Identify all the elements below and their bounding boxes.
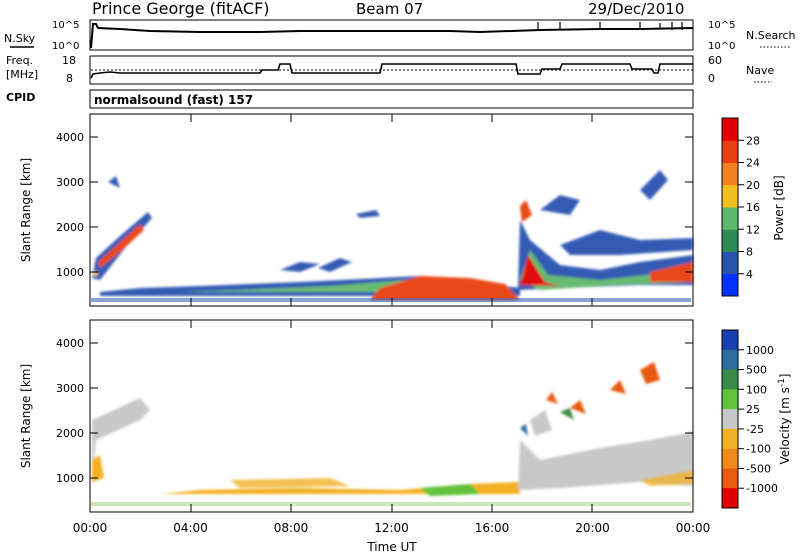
power-y-ticks xyxy=(90,136,693,273)
power-colorbar-tick-label: 12 xyxy=(746,223,760,236)
velocity-colorbar-label: Velocity [m s-1] xyxy=(777,374,792,465)
velocity-y-axis-label: Slant Range [km] xyxy=(19,364,33,468)
freq-tick-bottom: 8 xyxy=(66,72,73,85)
beam-label: Beam 07 xyxy=(356,0,423,18)
time-axis-tick-label: 04:00 xyxy=(173,521,208,535)
power-ytick-3000: 3000 xyxy=(56,176,84,189)
velocity-y-ticks xyxy=(90,342,693,479)
power-colorbar-swatch xyxy=(722,162,738,186)
velocity-colorbar-tick-label: 100 xyxy=(746,383,767,396)
time-axis-tick-label: 00:00 xyxy=(676,521,711,535)
freq-tick-top: 18 xyxy=(62,54,76,67)
date-label: 29/Dec/2010 xyxy=(588,0,684,18)
nsky-trace xyxy=(90,23,694,49)
power-colorbar-swatch xyxy=(722,207,738,230)
time-axis-tick-label: 12:00 xyxy=(374,521,409,535)
nsearch-tick-bottom: 10^0 xyxy=(708,41,735,52)
velocity-colorbar-tick-label: 25 xyxy=(746,403,760,416)
velocity-colorbar-tick-label: 1000 xyxy=(746,344,774,357)
cpid-panel: CPID normalsound (fast) 157 xyxy=(6,89,694,109)
velocity-colorbar-swatch xyxy=(722,468,738,489)
nave-tick-bottom: 0 xyxy=(708,72,715,85)
velocity-colorbar-swatch xyxy=(722,428,738,450)
freq-label-line1: Freq. xyxy=(6,54,33,67)
power-colorbar-tick-label: 20 xyxy=(746,179,760,192)
velocity-panel: 1000 2000 3000 4000 Slant Range [km] xyxy=(19,319,694,513)
power-y-axis-label: Slant Range [km] xyxy=(19,158,33,262)
power-ytick-2000: 2000 xyxy=(56,221,84,234)
time-axis-tick-label: 20:00 xyxy=(575,521,610,535)
velocity-colorbar-tick-label: -500 xyxy=(746,462,771,475)
noise-sky-panel: N.Sky 10^5 10^0 10^5 10^0 N.Search xyxy=(4,19,796,52)
velocity-colorbar-swatch xyxy=(722,448,738,469)
power-panel: 1000 2000 3000 4000 Slant Range [km] xyxy=(19,113,694,307)
station-title: Prince George (fitACF) xyxy=(92,0,270,18)
velocity-colorbar: 1000 500 100 25 -25 -100 -500 -1000 Velocity [m… xyxy=(721,329,792,509)
velocity-colorbar-swatches xyxy=(722,330,738,509)
velocity-ytick-4000: 4000 xyxy=(56,337,84,350)
power-colorbar-tick-label: 24 xyxy=(746,157,760,170)
velocity-colorbar-tick-label: -1000 xyxy=(746,482,778,495)
time-axis-tick-label: 08:00 xyxy=(274,521,309,535)
power-colorbar-tick-label: 4 xyxy=(746,268,753,281)
power-colorbar-label: Power [dB] xyxy=(772,175,786,240)
velocity-colorbar-tick-label: 500 xyxy=(746,364,767,377)
power-ytick-1000: 1000 xyxy=(56,266,84,279)
power-colorbar-swatch xyxy=(722,118,738,141)
power-colorbar-swatch xyxy=(722,140,738,163)
velocity-ytick-3000: 3000 xyxy=(56,382,84,395)
freq-label-line2: [MHz] xyxy=(6,68,38,81)
velocity-echo-regions xyxy=(92,362,693,496)
power-echo-regions xyxy=(91,170,693,302)
frequency-panel: Freq. [MHz] 18 8 60 0 Nave xyxy=(6,54,774,85)
power-ytick-4000: 4000 xyxy=(56,131,84,144)
time-axis-tick-labels: 00:00 04:00 08:00 12:00 16:00 20:00 00:00 xyxy=(73,521,711,535)
nsky-tick-bottom: 10^0 xyxy=(52,41,79,52)
nsky-tick-top: 10^5 xyxy=(52,20,79,31)
velocity-colorbar-swatch xyxy=(722,349,738,371)
nave-label: Nave xyxy=(746,64,774,77)
time-axis-label: Time UT xyxy=(366,540,417,554)
velocity-colorbar-tick-label: -25 xyxy=(746,423,764,436)
power-colorbar-tick-label: 8 xyxy=(746,246,753,259)
power-colorbar: 4 8 12 16 20 24 28 Power [dB] xyxy=(721,117,786,297)
velocity-ytick-2000: 2000 xyxy=(56,427,84,440)
nsky-label: N.Sky xyxy=(4,32,36,45)
time-axis-tick-label: 00:00 xyxy=(73,521,108,535)
velocity-colorbar-swatch xyxy=(722,330,738,351)
velocity-colorbar-tick-label: -100 xyxy=(746,443,771,456)
nsearch-label: N.Search xyxy=(746,29,796,42)
velocity-colorbar-swatch xyxy=(722,369,738,390)
velocity-colorbar-swatch xyxy=(722,488,738,509)
power-colorbar-tick-label: 16 xyxy=(746,201,760,214)
power-colorbar-tick-label: 28 xyxy=(746,134,760,147)
nsearch-tick-top: 10^5 xyxy=(708,20,735,31)
velocity-x-ticks xyxy=(190,320,593,512)
nave-tick-top: 60 xyxy=(708,54,722,67)
power-colorbar-swatches xyxy=(722,118,738,297)
velocity-ytick-1000: 1000 xyxy=(56,472,84,485)
time-axis-tick-label: 16:00 xyxy=(475,521,510,535)
velocity-colorbar-swatch xyxy=(722,389,738,410)
power-x-ticks xyxy=(190,114,593,306)
cpid-label: CPID xyxy=(6,91,35,104)
power-colorbar-swatch xyxy=(722,273,738,297)
cpid-program: normalsound (fast) 157 xyxy=(94,93,253,107)
power-colorbar-swatch xyxy=(722,229,738,252)
power-colorbar-swatch xyxy=(722,184,738,208)
velocity-colorbar-swatch xyxy=(722,409,738,430)
frequency-trace xyxy=(90,63,693,79)
power-colorbar-swatch xyxy=(722,251,738,275)
